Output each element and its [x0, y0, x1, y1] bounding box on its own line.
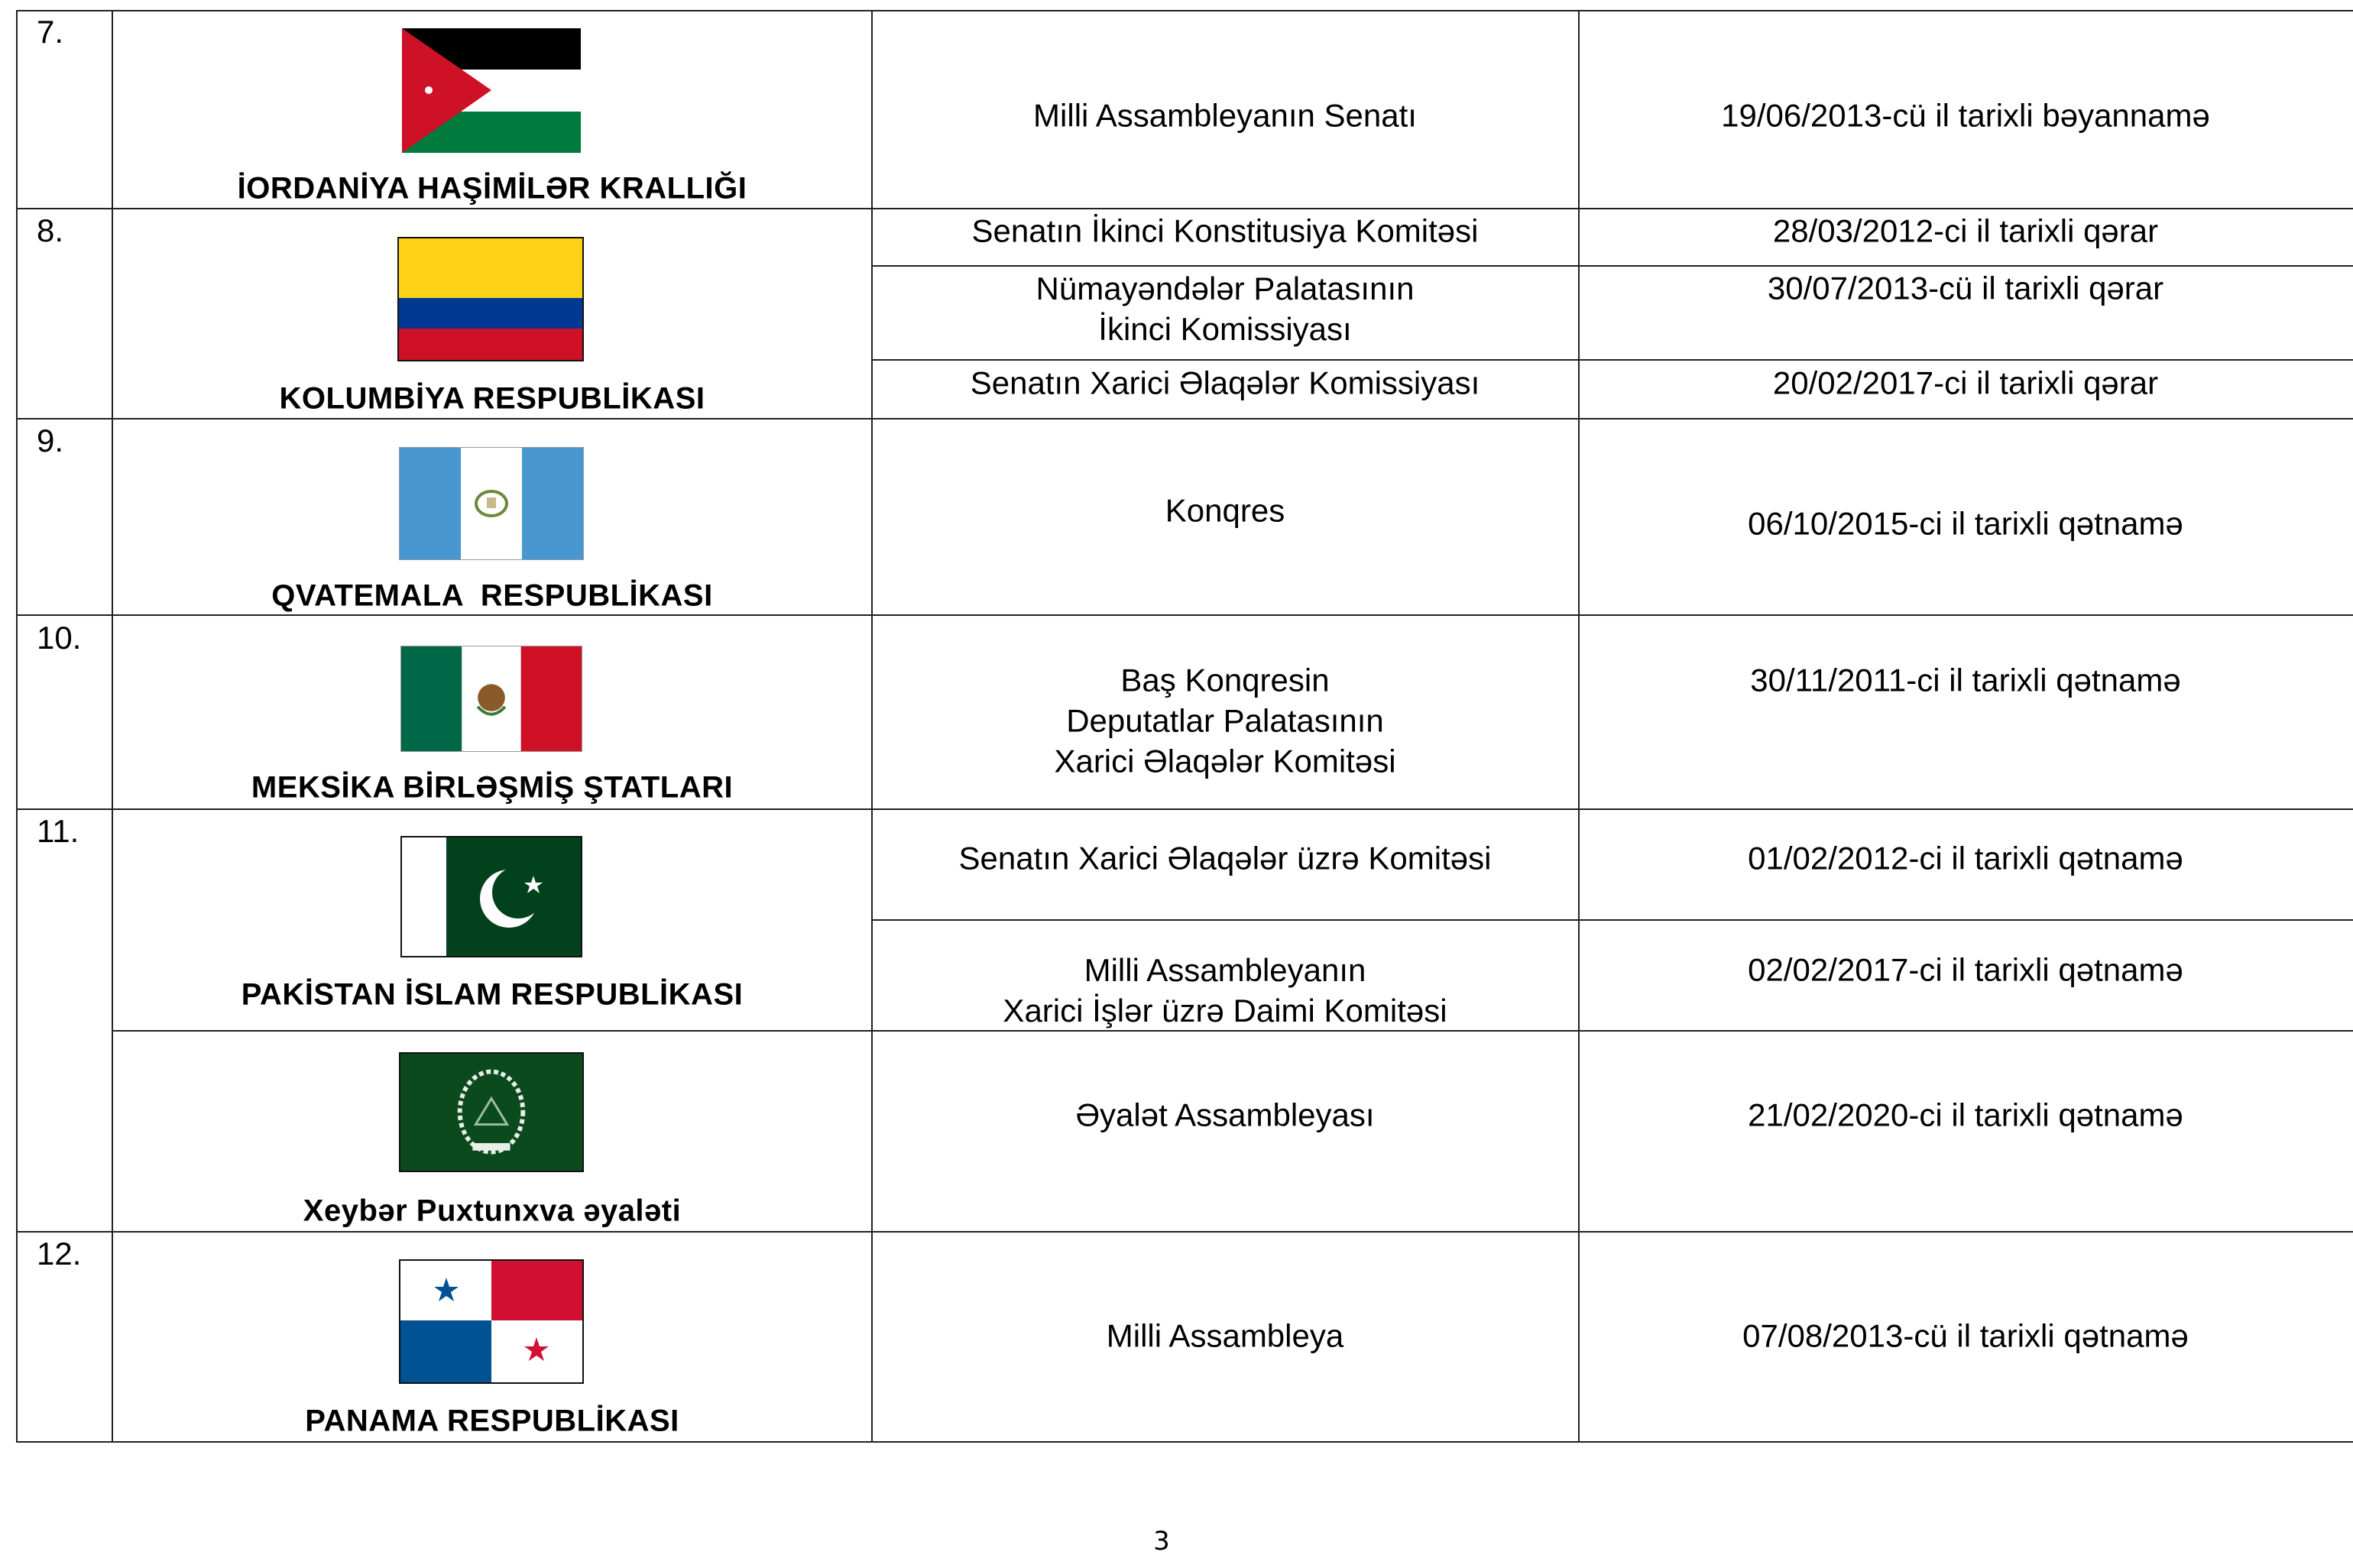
- row-divider: [17, 418, 2353, 420]
- document-reference: 19/06/2013-cü il tarixli bəyannamə: [1721, 97, 2210, 134]
- legislative-body: Əyalət Assambleyası: [1075, 1097, 1375, 1133]
- body-line: Xarici İşlər üzrə Daimi Komitəsi: [1003, 993, 1447, 1029]
- mexico-flag: [400, 646, 582, 752]
- document-reference: 30/11/2011-ci il tarixli qətnamə: [1750, 662, 2181, 698]
- khyber-pakhtunkhwa-flag: [399, 1052, 584, 1172]
- body-line: Milli Assambleyanın: [1084, 952, 1366, 988]
- region-name: Xeybər Puxtunxva əyaləti: [303, 1194, 682, 1228]
- legislative-body: Senatın Xarici Əlaqələr Komissiyası: [970, 364, 1480, 401]
- colombia-flag: [397, 237, 584, 361]
- row-divider: [17, 1231, 2353, 1233]
- column-divider: [1578, 10, 1580, 1443]
- guatemala-flag: [399, 447, 584, 560]
- pakistan-flag: [400, 836, 582, 957]
- legislative-body: Nümayəndələr Palatasının İkinci Komissiya…: [1036, 268, 1415, 349]
- row-number: 12.: [37, 1236, 82, 1272]
- legislative-body: Konqres: [1165, 492, 1285, 529]
- legislative-body: Milli Assambleya: [1106, 1317, 1344, 1354]
- body-line: Baş Konqresin: [1120, 662, 1330, 698]
- column-divider: [871, 10, 873, 1443]
- subrow-divider: [872, 919, 2353, 921]
- document-reference: 28/03/2012-ci il tarixli qərar: [1772, 212, 2159, 249]
- document-reference: 01/02/2012-ci il tarixli qətnamə: [1748, 840, 2183, 876]
- legislative-body: Milli Assambleyanın Xarici İşlər üzrə Dai…: [1003, 950, 1447, 1031]
- country-name: İORDANİYA HAŞİMİLƏR KRALLIĞI: [237, 171, 747, 206]
- legislative-body: Senatın Xarici Əlaqələr üzrə Komitəsi: [958, 840, 1492, 876]
- panama-flag: [399, 1259, 584, 1384]
- document-reference: 06/10/2015-ci il tarixli qətnamə: [1748, 505, 2183, 542]
- body-line: Xarici Əlaqələr Komitəsi: [1054, 743, 1396, 779]
- legislative-body: Baş Konqresin Deputatlar Palatasının Xaric…: [1054, 660, 1395, 782]
- row-divider: [17, 208, 2353, 209]
- table-border-left: [16, 10, 18, 1443]
- row-divider: [112, 1030, 2353, 1032]
- body-line: Deputatlar Palatasının: [1066, 702, 1384, 739]
- jordan-flag: [402, 28, 581, 153]
- subrow-divider: [872, 265, 2353, 267]
- row-number: 10.: [37, 620, 82, 656]
- legislative-body: Senatın İkinci Konstitusiya Komitəsi: [971, 212, 1479, 249]
- document-reference: 30/07/2013-cü il tarixli qərar: [1767, 270, 2164, 306]
- row-divider: [17, 808, 2353, 810]
- table-border-top: [17, 10, 2353, 11]
- row-number: 9.: [37, 423, 64, 458]
- country-name: PANAMA RESPUBLİKASI: [305, 1404, 679, 1438]
- row-number: 11.: [37, 813, 79, 849]
- country-name: PAKİSTAN İSLAM RESPUBLİKASI: [241, 977, 744, 1012]
- body-line: İkinci Komissiyası: [1098, 311, 1352, 347]
- document-reference: 02/02/2017-ci il tarixli qətnamə: [1748, 951, 2183, 988]
- table-border-bottom: [17, 1441, 2353, 1443]
- country-name: QVATEMALA RESPUBLİKASI: [271, 578, 713, 613]
- row-number: 8.: [37, 212, 64, 248]
- page-number: 3: [1153, 1526, 1170, 1557]
- subrow-divider: [872, 359, 2353, 361]
- document-reference: 20/02/2017-ci il tarixli qərar: [1772, 364, 2159, 401]
- document-reference: 07/08/2013-cü il tarixli qətnamə: [1742, 1317, 2189, 1354]
- country-name: KOLUMBİYA RESPUBLİKASI: [279, 381, 705, 416]
- document-reference: 21/02/2020-ci il tarixli qətnamə: [1748, 1097, 2183, 1133]
- country-name: MEKSİKA BİRLƏŞMİŞ ŞTATLARI: [251, 770, 734, 805]
- column-divider: [112, 10, 113, 1443]
- row-number: 7.: [37, 14, 64, 50]
- legislative-body: Milli Assambleyanın Senatı: [1033, 97, 1417, 134]
- row-divider: [17, 614, 2353, 616]
- body-line: Nümayəndələr Palatasının: [1036, 271, 1415, 306]
